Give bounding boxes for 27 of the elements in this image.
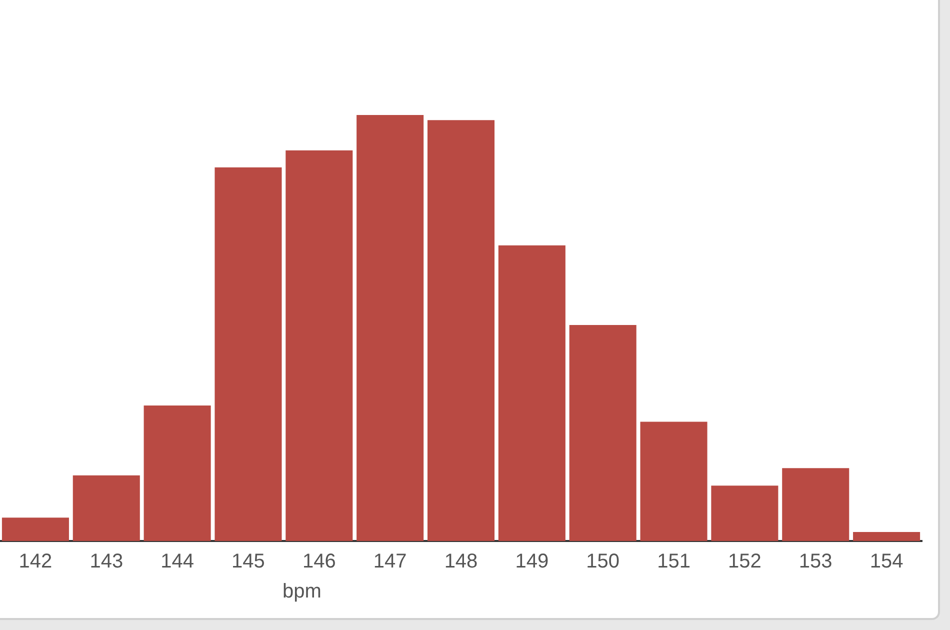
bar bbox=[356, 115, 424, 541]
x-tick-label: 147 bbox=[373, 550, 407, 573]
x-axis-title: bpm bbox=[282, 580, 322, 603]
x-tick-label: 144 bbox=[160, 550, 194, 573]
x-tick-label: 146 bbox=[302, 550, 336, 573]
bar bbox=[144, 406, 211, 541]
bar bbox=[286, 150, 353, 541]
bar bbox=[427, 120, 495, 541]
bar bbox=[72, 475, 140, 541]
x-tick-label: 152 bbox=[728, 550, 762, 573]
bar bbox=[853, 532, 920, 541]
x-tick-label: 143 bbox=[90, 550, 124, 573]
bar bbox=[711, 486, 778, 541]
x-tick-label: 142 bbox=[18, 550, 52, 573]
bar bbox=[214, 167, 282, 541]
bar bbox=[569, 325, 636, 541]
x-tick-label: 150 bbox=[586, 550, 620, 573]
x-tick-label: 149 bbox=[515, 550, 549, 573]
x-tick-label: 145 bbox=[232, 550, 265, 573]
x-tick-label: 148 bbox=[444, 550, 478, 573]
bar bbox=[498, 245, 566, 541]
x-tick-label: 154 bbox=[870, 550, 904, 573]
x-tick-label: 153 bbox=[798, 550, 832, 573]
bar bbox=[640, 422, 708, 541]
x-tick-label: 151 bbox=[657, 550, 690, 573]
bar bbox=[2, 518, 69, 541]
bar bbox=[782, 468, 850, 541]
